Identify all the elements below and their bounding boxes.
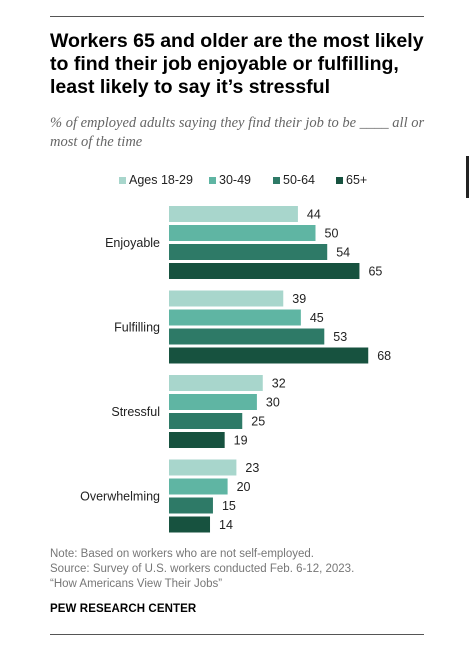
bar bbox=[169, 244, 328, 260]
data-label: 23 bbox=[245, 461, 259, 475]
data-label: 32 bbox=[272, 377, 286, 391]
bar bbox=[169, 394, 257, 410]
bar bbox=[169, 347, 369, 364]
data-label: 68 bbox=[377, 349, 391, 363]
data-label: 39 bbox=[292, 292, 306, 306]
bar bbox=[169, 290, 284, 307]
category-label: Enjoyable bbox=[105, 236, 160, 250]
data-label: 53 bbox=[333, 330, 347, 344]
data-label: 50 bbox=[325, 227, 339, 241]
category-label: Stressful bbox=[111, 405, 160, 419]
data-label: 44 bbox=[307, 208, 321, 222]
note-line: Note: Based on workers who are not self-… bbox=[50, 548, 314, 560]
brand-label: PEW RESEARCH CENTER bbox=[50, 603, 197, 615]
bar bbox=[169, 478, 228, 495]
bottom-rule bbox=[50, 634, 424, 635]
legend-swatch bbox=[336, 177, 343, 184]
legend-swatch bbox=[119, 177, 126, 184]
data-label: 54 bbox=[336, 246, 350, 260]
bar bbox=[169, 432, 225, 448]
data-label: 20 bbox=[237, 480, 251, 494]
report-title-line: “How Americans View Their Jobs” bbox=[50, 578, 223, 590]
chart-note: Note: Based on workers who are not self-… bbox=[50, 547, 430, 592]
bar bbox=[169, 263, 360, 279]
bar bbox=[169, 375, 263, 391]
bar bbox=[169, 309, 301, 326]
bar bbox=[169, 459, 237, 476]
bar bbox=[169, 413, 243, 429]
data-label: 30 bbox=[266, 396, 280, 410]
data-label: 15 bbox=[222, 499, 236, 513]
data-label: 19 bbox=[234, 434, 248, 448]
bar-chart: Ages 18-29 30-49 50-64 65+ 44 50 54 65 Enjoyable… bbox=[80, 173, 391, 533]
data-label: 25 bbox=[251, 415, 265, 429]
data-label: 14 bbox=[219, 518, 233, 532]
data-label: 45 bbox=[310, 311, 324, 325]
source-line: Source: Survey of U.S. workers conducted… bbox=[50, 563, 355, 575]
legend-entry: 65+ bbox=[346, 173, 367, 187]
scrollbar[interactable] bbox=[466, 156, 469, 198]
legend-entry: 50-64 bbox=[283, 173, 315, 187]
chart-subtitle: % of employed adults saying they find th… bbox=[50, 115, 425, 150]
bar bbox=[169, 206, 298, 222]
legend-swatch bbox=[209, 177, 216, 184]
bar bbox=[169, 516, 211, 533]
data-label: 65 bbox=[368, 265, 382, 279]
chart-title: Workers 65 and older are the most likely… bbox=[50, 30, 424, 98]
legend-entry: 30-49 bbox=[219, 173, 251, 187]
bar bbox=[169, 328, 325, 345]
bar bbox=[169, 225, 316, 241]
legend-swatch bbox=[273, 177, 280, 184]
bar bbox=[169, 497, 213, 514]
category-label: Overwhelming bbox=[80, 490, 160, 504]
legend-entry: Ages 18-29 bbox=[129, 173, 193, 187]
top-rule bbox=[50, 16, 424, 17]
category-label: Fulfilling bbox=[114, 321, 160, 335]
